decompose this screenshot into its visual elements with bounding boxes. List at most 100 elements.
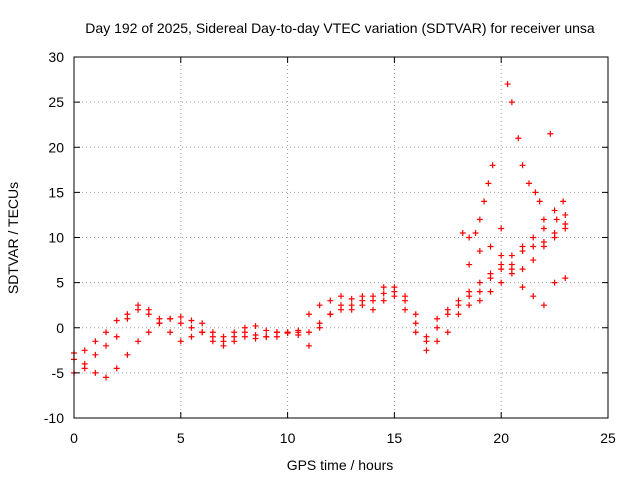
series-track-a [71, 207, 569, 357]
y-tick-label: 10 [48, 230, 64, 246]
data-point [560, 198, 567, 205]
data-point [455, 311, 462, 318]
chart-title: Day 192 of 2025, Sidereal Day-to-day VTE… [85, 20, 595, 36]
data-point [455, 302, 462, 309]
x-tick-label: 20 [493, 430, 509, 446]
y-tick-label: 20 [48, 139, 64, 155]
y-tick-label: -5 [52, 365, 65, 381]
y-tick-label: -10 [44, 410, 64, 426]
data-point [327, 311, 334, 318]
data-point [177, 338, 184, 345]
data-point [412, 311, 419, 318]
grid [74, 57, 608, 418]
data-layer [71, 81, 569, 381]
data-point [423, 347, 430, 354]
data-point [444, 311, 451, 318]
data-point [81, 365, 88, 372]
data-point [515, 135, 522, 142]
data-point [92, 369, 99, 376]
data-point [370, 293, 377, 300]
data-point [167, 329, 174, 336]
data-point [135, 302, 142, 309]
data-point [359, 302, 366, 309]
data-point [472, 229, 479, 236]
x-tick-label: 10 [280, 430, 296, 446]
data-point [380, 284, 387, 291]
data-point [81, 347, 88, 354]
data-point [188, 333, 195, 340]
data-point [380, 290, 387, 297]
data-point [553, 216, 560, 223]
data-point [562, 275, 569, 282]
data-point [316, 302, 323, 309]
data-point [489, 162, 496, 169]
data-point [113, 317, 120, 324]
data-point [103, 329, 110, 336]
data-point [476, 279, 483, 286]
data-point [487, 243, 494, 250]
data-point [476, 216, 483, 223]
data-point [562, 211, 569, 218]
data-point [370, 306, 377, 313]
data-point [466, 293, 473, 300]
data-point [295, 329, 302, 336]
data-point [188, 317, 195, 324]
data-point [199, 329, 206, 336]
data-point [481, 198, 488, 205]
data-point [305, 311, 312, 318]
data-point [231, 333, 238, 340]
data-point [103, 342, 110, 349]
data-point [540, 216, 547, 223]
data-point [327, 297, 334, 304]
x-tick-label: 5 [177, 430, 185, 446]
data-point [220, 338, 227, 345]
data-point [562, 225, 569, 232]
data-point [135, 338, 142, 345]
data-point [423, 333, 430, 340]
x-tick-label: 25 [600, 430, 616, 446]
y-axis-label: SDTVAR / TECUs [5, 182, 21, 294]
data-point [540, 225, 547, 232]
axis-ticks: -10 -5 0 5 10 15 20 25 30 0 5 10 15 20 25 [44, 49, 616, 446]
data-point [434, 315, 441, 322]
data-point [113, 365, 120, 372]
y-tick-label: 0 [56, 320, 64, 336]
data-point [519, 284, 526, 291]
data-point [177, 320, 184, 327]
data-point [508, 266, 515, 273]
data-point [348, 302, 355, 309]
series-track-b [71, 220, 569, 376]
y-tick-label: 30 [48, 49, 64, 65]
data-point [530, 257, 537, 264]
data-point [466, 302, 473, 309]
data-point [519, 266, 526, 273]
y-tick-label: 5 [56, 275, 64, 291]
data-point [532, 189, 539, 196]
data-point [498, 279, 505, 286]
data-point [551, 207, 558, 214]
data-point [519, 162, 526, 169]
data-point [530, 293, 537, 300]
data-point [113, 333, 120, 340]
data-point [273, 329, 280, 336]
data-point [519, 248, 526, 255]
data-point [252, 322, 259, 329]
data-point [525, 180, 532, 187]
data-point [124, 351, 131, 358]
data-point [547, 130, 554, 137]
data-point [305, 342, 312, 349]
data-point [498, 252, 505, 259]
data-point [199, 320, 206, 327]
data-point [188, 324, 195, 331]
data-point [487, 275, 494, 282]
data-point [402, 306, 409, 313]
data-point [338, 293, 344, 300]
data-point [540, 243, 547, 250]
y-tick-label: 15 [48, 184, 64, 200]
data-point [476, 288, 483, 295]
data-point [459, 229, 466, 236]
data-point [263, 333, 270, 340]
data-point [466, 261, 473, 268]
data-point [508, 99, 515, 106]
